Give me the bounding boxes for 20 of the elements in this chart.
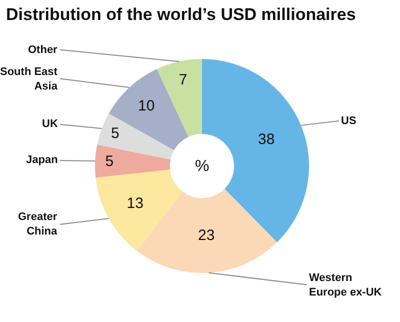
chart-title: Distribution of the world’s USD millionaires [6, 4, 356, 24]
slice-label: Western Europe ex-UK [309, 272, 382, 298]
slice-label: Other [28, 44, 58, 56]
slice-label: UK [42, 118, 58, 130]
donut-slice [96, 169, 182, 251]
data-label: 10 [138, 97, 155, 114]
slice-label: South East Asia [0, 66, 58, 92]
donut-slice [108, 68, 188, 150]
data-label: 5 [111, 125, 120, 142]
data-label: 23 [198, 226, 215, 244]
data-label: 13 [126, 195, 144, 212]
donut-slice [95, 144, 171, 178]
slice-label: Japan [26, 154, 58, 166]
text: % [195, 158, 210, 175]
slice-label: US [341, 115, 356, 127]
data-label: 5 [105, 153, 114, 170]
data-label: 38 [258, 131, 275, 148]
data-label: 7 [178, 72, 188, 89]
donut-slice [156, 59, 202, 137]
slice-label: Greater China [18, 211, 58, 238]
